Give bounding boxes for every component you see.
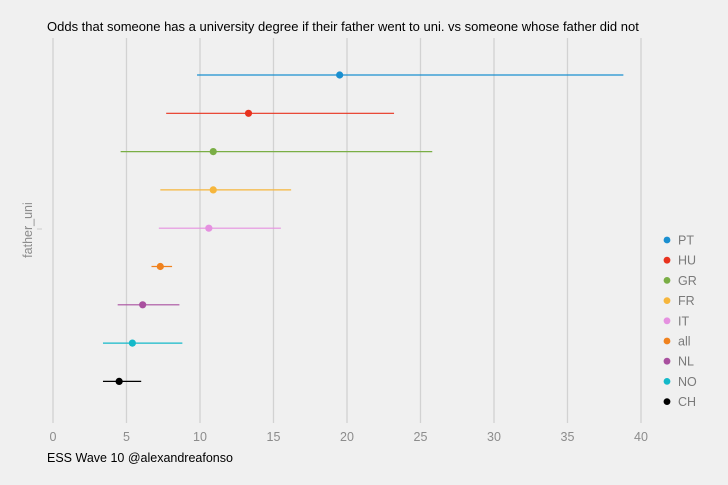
- chart-title: Odds that someone has a university degre…: [47, 19, 639, 34]
- legend-item-FR: FR: [663, 294, 695, 308]
- point-HU: [244, 109, 253, 117]
- legend-item-IT: IT: [663, 314, 689, 328]
- series-CH: [102, 377, 142, 385]
- legend-label: GR: [678, 274, 697, 288]
- legend-label: NL: [678, 355, 694, 369]
- legend-label: all: [678, 335, 691, 349]
- series-GR: [120, 148, 433, 156]
- legend: PT HU GR FR IT all NL NO CH: [663, 234, 697, 409]
- x-tick-label: 25: [414, 430, 428, 444]
- legend-key-IT: [663, 317, 671, 325]
- point-NO: [128, 339, 136, 347]
- legend-item-NL: NL: [663, 355, 694, 369]
- point-all: [156, 262, 164, 271]
- point-GR: [209, 148, 217, 156]
- point-FR: [209, 186, 217, 194]
- legend-item-GR: GR: [663, 274, 697, 288]
- series-all: [151, 262, 173, 271]
- point-CH: [115, 377, 123, 385]
- series-HU: [166, 109, 395, 117]
- legend-item-all: all: [663, 335, 691, 349]
- legend-item-CH: CH: [663, 395, 696, 409]
- point-PT: [336, 71, 344, 79]
- y-axis-label: father_uni: [21, 202, 35, 258]
- legend-key-HU: [663, 256, 671, 264]
- legend-item-NO: NO: [663, 375, 697, 389]
- legend-label: CH: [678, 395, 696, 409]
- legend-item-PT: PT: [663, 234, 694, 248]
- error-bars: [102, 71, 624, 385]
- legend-key-GR: [663, 277, 671, 284]
- legend-key-NO: [663, 378, 671, 385]
- series-NO: [102, 339, 183, 347]
- series-PT: [197, 71, 624, 79]
- legend-key-CH: [663, 398, 671, 405]
- legend-key-FR: [663, 297, 671, 304]
- legend-key-NL: [663, 357, 671, 365]
- series-IT: [158, 224, 281, 232]
- legend-label: FR: [678, 294, 695, 308]
- legend-key-all: [663, 337, 671, 345]
- x-tick-label: 15: [267, 430, 281, 444]
- x-tick-label: 30: [487, 430, 501, 444]
- legend-label: PT: [678, 234, 694, 248]
- legend-key-PT: [663, 236, 671, 244]
- legend-label: IT: [678, 314, 689, 328]
- series-NL: [117, 301, 180, 309]
- x-tick-label: 35: [561, 430, 575, 444]
- x-axis-ticks: 0 5 10 15 20 25 30 35 40: [50, 430, 648, 444]
- x-tick-label: 40: [634, 430, 648, 444]
- x-tick-label: 5: [123, 430, 130, 444]
- chart-caption: ESS Wave 10 @alexandreafonso: [47, 451, 233, 465]
- x-tick-label: 20: [340, 430, 354, 444]
- legend-item-HU: HU: [663, 254, 696, 268]
- gridlines: [52, 38, 642, 423]
- series-FR: [160, 186, 292, 194]
- x-tick-label: 0: [50, 430, 57, 444]
- x-tick-label: 10: [193, 430, 207, 444]
- point-NL: [139, 301, 147, 309]
- legend-label: NO: [678, 375, 697, 389]
- point-IT: [205, 224, 213, 232]
- legend-label: HU: [678, 254, 696, 268]
